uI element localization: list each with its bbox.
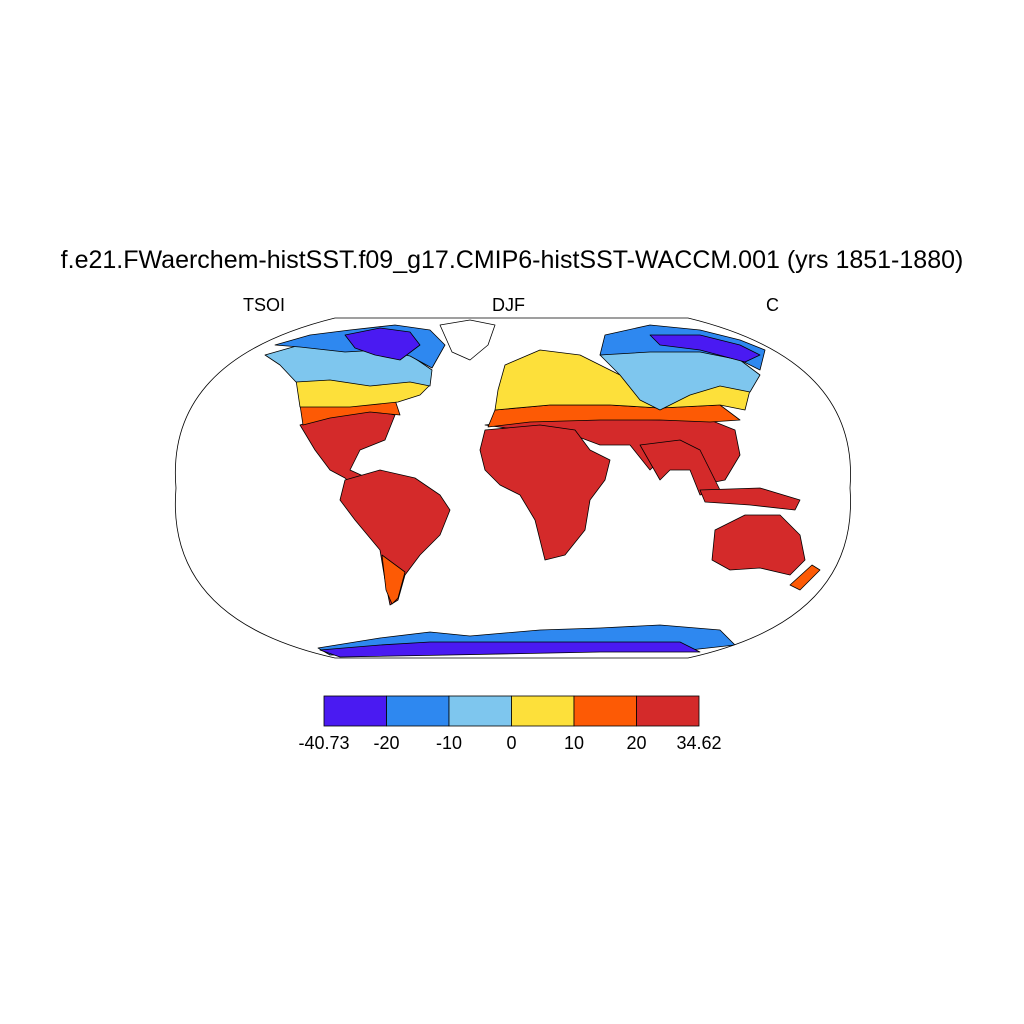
units-label: C — [766, 295, 779, 315]
australia-red — [711, 514, 806, 576]
colorbar-label-3: 0 — [506, 733, 516, 753]
variable-label: TSOI — [243, 295, 286, 315]
colorbar-label-2: -10 — [436, 733, 462, 753]
canada-arctic-purple — [344, 327, 421, 361]
map-border — [174, 317, 851, 659]
africa-red — [479, 424, 611, 561]
colorbar-swatch-0 — [323, 695, 387, 727]
colorbar-swatch-1 — [386, 695, 450, 727]
colorbar-label-6: 34.62 — [676, 733, 721, 753]
colorbar-label-1: -20 — [373, 733, 399, 753]
south-america-orange — [381, 554, 406, 605]
colorbar-label-0: -40.73 — [298, 733, 349, 753]
colorbar-swatch-5 — [636, 695, 700, 727]
colorbar-swatch-3 — [511, 695, 575, 727]
greenland — [439, 319, 496, 361]
plot-title: f.e21.FWaerchem-histSST.f09_g17.CMIP6-hi… — [60, 246, 964, 274]
colorbar-label-5: 20 — [626, 733, 646, 753]
south-america-red — [339, 469, 451, 606]
indonesia-red — [699, 487, 801, 511]
siberia-purple — [649, 334, 761, 363]
new-zealand — [789, 564, 821, 591]
colorbar-swatch-4 — [573, 695, 637, 727]
season-label: DJF — [492, 295, 525, 315]
colorbar-label-4: 10 — [564, 733, 584, 753]
colorbar-swatch-2 — [448, 695, 512, 727]
antarctica-purple — [319, 641, 701, 658]
